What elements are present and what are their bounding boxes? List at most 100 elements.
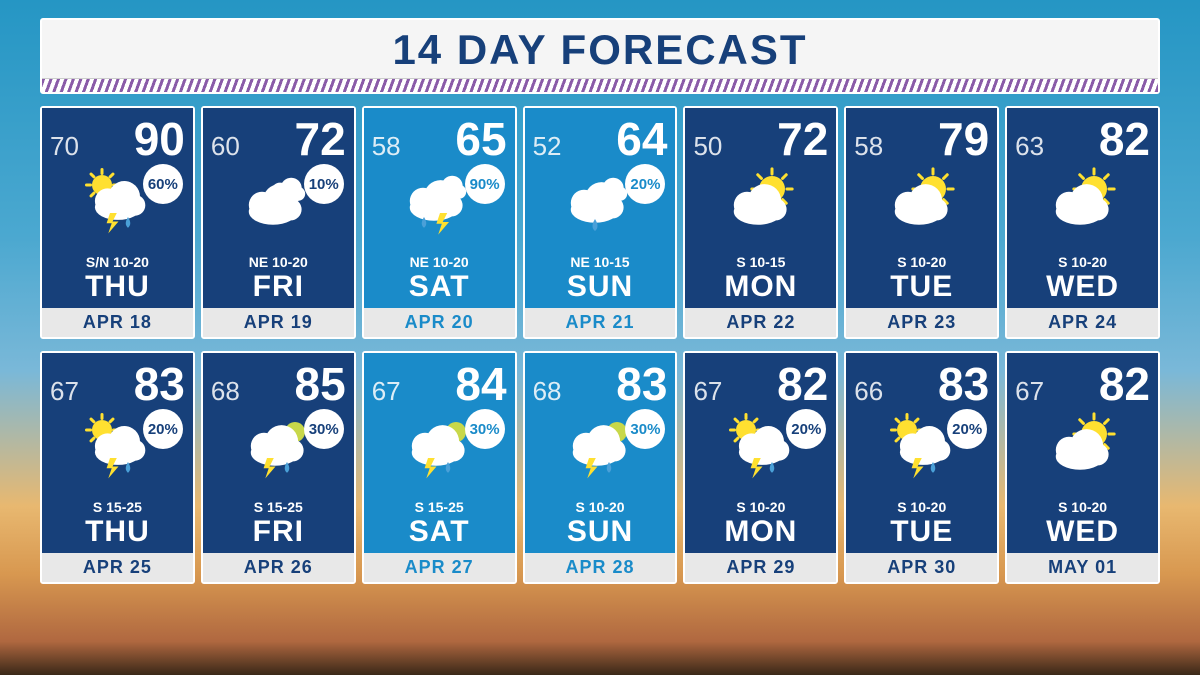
precip-badge: 20%: [786, 409, 826, 449]
weather-icon: 30%: [533, 409, 668, 485]
precip-badge: 30%: [625, 409, 665, 449]
date-bar: APR 21: [525, 308, 676, 337]
precip-badge: 30%: [304, 409, 344, 449]
weather-icon: [1015, 409, 1150, 485]
forecast-card: 6885 30%S 15-25FRIAPR 26: [201, 351, 356, 584]
day-of-week: WED: [1015, 517, 1150, 547]
high-temp: 65: [455, 116, 506, 162]
low-temp: 60: [211, 131, 240, 162]
wind-text: S 15-25: [211, 499, 346, 515]
temperature-row: 5879: [854, 116, 989, 162]
day-of-week: WED: [1015, 272, 1150, 302]
forecast-card: 67 82 S 10-20 WED MAY 01: [1005, 351, 1160, 584]
day-of-week: SAT: [372, 272, 507, 302]
date-bar: MAY 01: [1007, 553, 1158, 582]
precip-badge: 30%: [465, 409, 505, 449]
low-temp: 67: [1015, 376, 1044, 407]
day-of-week: MON: [693, 517, 828, 547]
forecast-row: 7090 60%S/N 10-20THUAPR 186072 10%NE 10-…: [40, 106, 1160, 339]
card-body: 67 83 20% S 15-25 THU: [42, 353, 193, 553]
forecast-grid: 7090 60%S/N 10-20THUAPR 186072 10%NE 10-…: [40, 106, 1160, 584]
weather-icon: 20%: [854, 409, 989, 485]
card-body: 6382 S 10-20 WED: [1007, 108, 1158, 308]
precip-badge: 90%: [465, 164, 505, 204]
weather-icon: 20%: [50, 409, 185, 485]
low-temp: 66: [854, 376, 883, 407]
weather-icon: 30%: [211, 409, 346, 485]
forecast-card: 5264 20%NE 10-15SUNAPR 21: [523, 106, 678, 339]
forecast-card: 6072 10%NE 10-20FRIAPR 19: [201, 106, 356, 339]
weather-icon: 20%: [533, 164, 668, 240]
high-temp: 64: [616, 116, 667, 162]
weather-icon: 90%: [372, 164, 507, 240]
day-of-week: FRI: [211, 517, 346, 547]
forecast-container: 14 DAY FORECAST 7090 60%S/N 10-20THUAPR …: [0, 0, 1200, 584]
precip-badge: 10%: [304, 164, 344, 204]
low-temp: 63: [1015, 131, 1044, 162]
forecast-card: 6784 30%S 15-25SATAPR 27: [362, 351, 517, 584]
card-body: 5264 20%NE 10-15SUN: [525, 108, 676, 308]
low-temp: 67: [50, 376, 79, 407]
weather-icon: 30%: [372, 409, 507, 485]
forecast-card: 7090 60%S/N 10-20THUAPR 18: [40, 106, 195, 339]
wind-text: NE 10-20: [372, 254, 507, 270]
high-temp: 82: [777, 361, 828, 407]
weather-icon: 60%: [50, 164, 185, 240]
card-body: 67 82 S 10-20 WED: [1007, 353, 1158, 553]
day-of-week: SUN: [533, 517, 668, 547]
forecast-card: 6782 20%S 10-20MONAPR 29: [683, 351, 838, 584]
card-body: 5072 S 10-15MON: [685, 108, 836, 308]
wind-text: S 15-25: [50, 499, 185, 515]
wind-text: S 10-20: [1015, 499, 1150, 515]
forecast-card: 5879 S 10-20TUEAPR 23: [844, 106, 999, 339]
precip-badge: 20%: [625, 164, 665, 204]
high-temp: 83: [134, 361, 185, 407]
date-bar: APR 24: [1007, 308, 1158, 337]
weather-icon: 20%: [693, 409, 828, 485]
wind-text: NE 10-20: [211, 254, 346, 270]
low-temp: 58: [372, 131, 401, 162]
precip-badge: 60%: [143, 164, 183, 204]
date-bar: APR 30: [846, 553, 997, 582]
forecast-card: 5072 S 10-15MONAPR 22: [683, 106, 838, 339]
date-bar: APR 23: [846, 308, 997, 337]
wind-text: S 10-20: [533, 499, 668, 515]
forecast-card: 6382 S 10-20 WED APR 24: [1005, 106, 1160, 339]
card-body: 6885 30%S 15-25FRI: [203, 353, 354, 553]
card-body: 6072 10%NE 10-20FRI: [203, 108, 354, 308]
forecast-card: 6883 30%S 10-20SUNAPR 28: [523, 351, 678, 584]
precip-badge: 20%: [947, 409, 987, 449]
header: 14 DAY FORECAST: [40, 18, 1160, 94]
header-stripe: [42, 78, 1158, 92]
card-body: 6784 30%S 15-25SAT: [364, 353, 515, 553]
high-temp: 72: [295, 116, 346, 162]
day-of-week: THU: [50, 272, 185, 302]
card-body: 68 83 30% S 10-20 SUN: [525, 353, 676, 553]
temperature-row: 5072: [693, 116, 828, 162]
date-bar: APR 29: [685, 553, 836, 582]
weather-icon: 10%: [211, 164, 346, 240]
low-temp: 67: [693, 376, 722, 407]
low-temp: 52: [533, 131, 562, 162]
temperature-row: 6784: [372, 361, 507, 407]
weather-icon: [854, 164, 989, 240]
temperature-row: 6382: [1015, 116, 1150, 162]
wind-text: S 10-20: [1015, 254, 1150, 270]
page-title: 14 DAY FORECAST: [42, 20, 1158, 78]
high-temp: 83: [616, 361, 667, 407]
day-of-week: THU: [50, 517, 185, 547]
card-body: 5879 S 10-20TUE: [846, 108, 997, 308]
date-bar: APR 26: [203, 553, 354, 582]
high-temp: 79: [938, 116, 989, 162]
high-temp: 82: [1099, 361, 1150, 407]
high-temp: 90: [134, 116, 185, 162]
weather-icon: [1015, 164, 1150, 240]
low-temp: 68: [533, 376, 562, 407]
wind-text: S 15-25: [372, 499, 507, 515]
low-temp: 70: [50, 131, 79, 162]
weather-icon: [693, 164, 828, 240]
day-of-week: SUN: [533, 272, 668, 302]
low-temp: 67: [372, 376, 401, 407]
temperature-row: 60 72: [211, 116, 346, 162]
temperature-row: 67 82: [693, 361, 828, 407]
